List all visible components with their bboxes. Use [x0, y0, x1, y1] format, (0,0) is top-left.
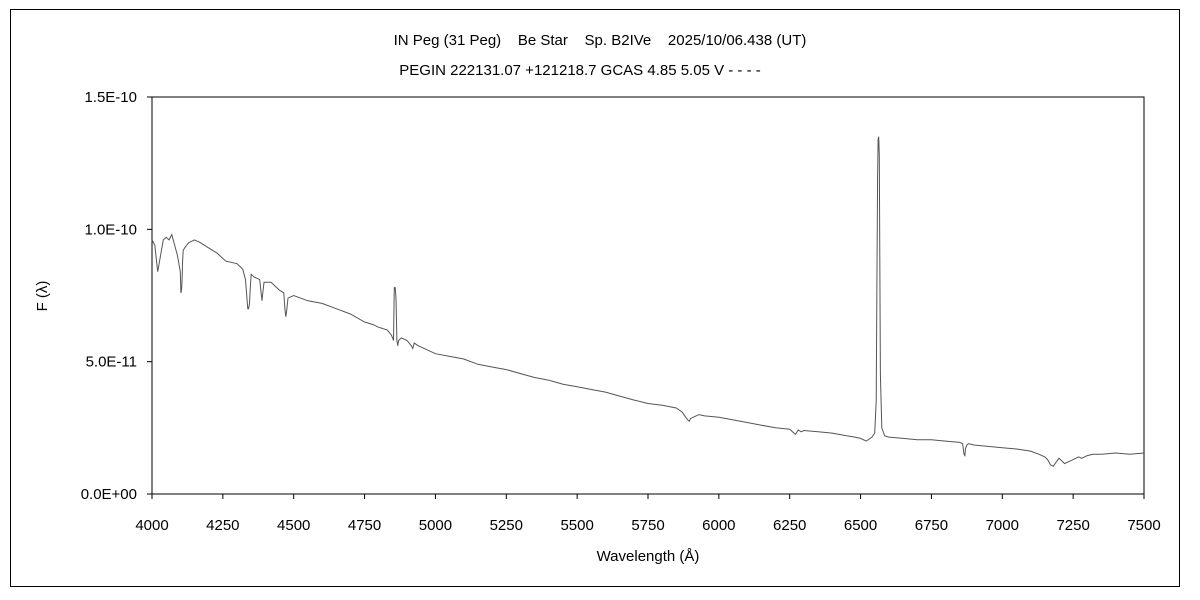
plot-area-border	[151, 96, 1145, 495]
y-tick-label: 5.0E-11	[86, 354, 137, 371]
x-axis-label: Wavelength (Å)	[597, 548, 700, 565]
x-tick-label: 5000	[419, 517, 452, 534]
x-tick-label: 4750	[348, 517, 381, 534]
x-tick-label: 7250	[1056, 517, 1089, 534]
chart-title: IN Peg (31 Peg) Be Star Sp. B2IVe 2025/1…	[394, 32, 807, 49]
x-tick-label: 4000	[135, 517, 168, 534]
y-tick-label: 1.0E-10	[84, 221, 137, 238]
x-tick-label: 6250	[773, 517, 806, 534]
x-tick-label: 6500	[844, 517, 877, 534]
tick-labels: 4000 4250 4500 4750 5000 5250 5500 5750 6000 6250…	[81, 89, 1161, 534]
x-tick-label: 5750	[631, 517, 664, 534]
x-tick-label: 6000	[702, 517, 735, 534]
y-tick-label: 1.5E-10	[84, 89, 137, 106]
x-tick-label: 4250	[206, 517, 239, 534]
y-tick-label: 0.0E+00	[81, 486, 137, 503]
chart-frame	[10, 9, 1180, 587]
y-axis-label: F (λ)	[34, 281, 51, 312]
spectrum-line	[151, 136, 1145, 467]
series-layer	[151, 136, 1145, 467]
axes	[147, 96, 1145, 499]
x-tick-label: 7500	[1127, 517, 1160, 534]
x-tick-label: 5500	[560, 517, 593, 534]
x-tick-label: 5250	[490, 517, 523, 534]
x-tick-label: 6750	[915, 517, 948, 534]
x-tick-label: 7000	[986, 517, 1019, 534]
x-tick-label: 4500	[277, 517, 310, 534]
chart-subtitle: PEGIN 222131.07 +121218.7 GCAS 4.85 5.05…	[399, 62, 760, 79]
